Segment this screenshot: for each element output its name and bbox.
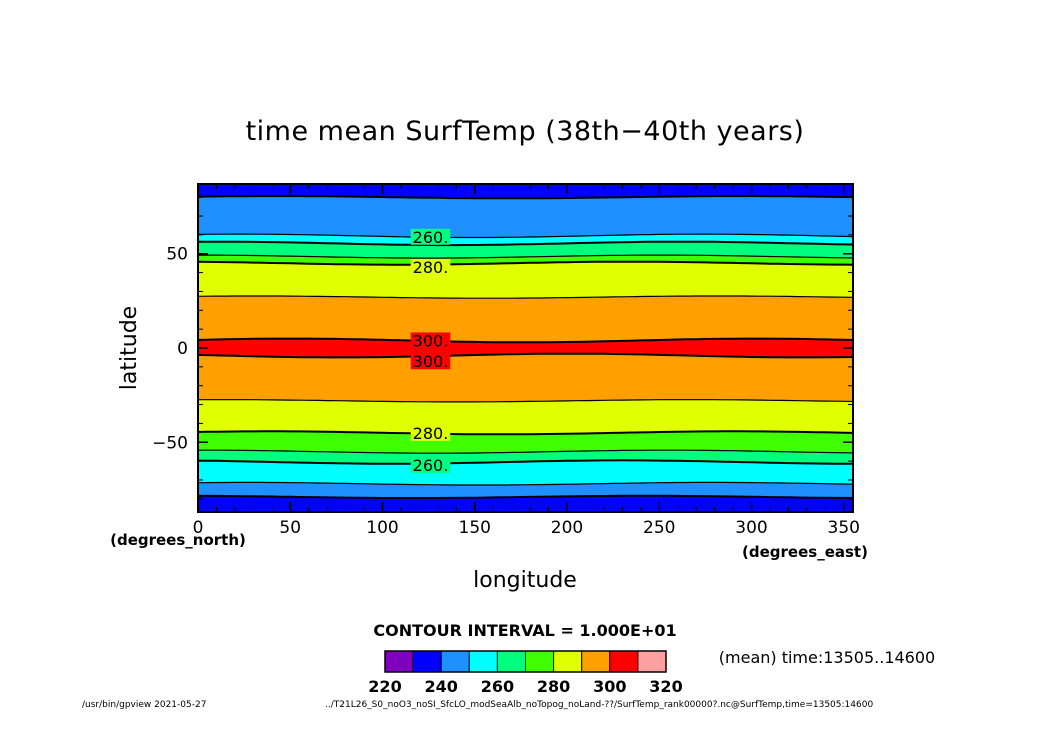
- contour-line-290: [198, 399, 854, 403]
- x-axis-units: (degrees_east): [742, 543, 868, 561]
- colorbar-swatch: [525, 650, 555, 673]
- contour-label-background: [410, 456, 451, 473]
- colorbar-swatch: [637, 650, 667, 673]
- temperature-band: [198, 296, 853, 343]
- contour-label: 260.: [413, 456, 449, 475]
- contour-label-background: [410, 424, 451, 441]
- contour-line-260: [198, 240, 854, 247]
- x-tick-label: 250: [643, 518, 675, 538]
- temperature-band: [198, 482, 853, 498]
- colorbar-swatch: [496, 650, 526, 673]
- contour-lines: [197, 195, 854, 499]
- temperature-band: [198, 234, 853, 246]
- contour-line-290: [197, 295, 854, 299]
- colorbar-swatch: [412, 650, 442, 673]
- colorbar-swatch: [468, 650, 498, 673]
- colorbar-label: 240: [424, 677, 457, 696]
- temperature-band: [198, 196, 853, 238]
- colorbar-label: 320: [649, 677, 682, 696]
- temperature-band: [198, 255, 853, 265]
- mean-time-text: (mean) time:13505..14600: [719, 648, 935, 667]
- contour-line-270: [198, 254, 854, 259]
- x-tick-label: 150: [459, 518, 491, 538]
- chart-title: time mean SurfTemp (38th−40th years): [246, 116, 805, 147]
- colorbar-frame: [384, 650, 667, 673]
- colorbar-label: 280: [537, 677, 570, 696]
- x-tick-label: 50: [279, 518, 301, 538]
- footer-right: ../T21L26_S0_noO3_noSI_SfcLO_modSeaAlb_n…: [325, 700, 873, 710]
- contour-line-300: [197, 337, 854, 344]
- contour-label: 300.: [413, 331, 449, 350]
- temperature-band: [198, 353, 853, 402]
- contour-line-260: [197, 459, 853, 465]
- contour-label-background: [410, 332, 451, 349]
- temperature-band: [198, 338, 853, 358]
- y-axis-units: (degrees_north): [110, 531, 246, 549]
- contour-line-250: [197, 481, 854, 486]
- x-tick-label: 300: [735, 518, 767, 538]
- colorbar-swatch: [553, 650, 583, 673]
- y-tick-label: −50: [152, 433, 188, 453]
- contour-line-280: [197, 260, 854, 266]
- x-tick-label: 200: [551, 518, 583, 538]
- x-tick-label: 0: [193, 518, 204, 538]
- contour-label: 260.: [413, 228, 449, 247]
- y-tick-label: 50: [166, 245, 188, 265]
- colorbar-label: 220: [368, 677, 401, 696]
- contour-line-250: [197, 233, 854, 239]
- colorbar-swatch: [609, 650, 639, 673]
- filled-bands: [198, 184, 853, 512]
- contour-label: 300.: [413, 352, 449, 371]
- colorbar-label: 260: [481, 677, 514, 696]
- colorbar-swatch: [581, 650, 611, 673]
- y-tick-label: 0: [177, 339, 188, 359]
- colorbar: 220 240 260 280 300 320: [368, 650, 683, 696]
- contour-line-240: [197, 195, 854, 200]
- contour-label-background: [410, 353, 451, 370]
- colorbar-swatch: [440, 650, 470, 673]
- contour-interval-text: CONTOUR INTERVAL = 1.000E+01: [373, 621, 676, 640]
- contour-label: 280.: [413, 258, 449, 277]
- x-axis-label: longitude: [473, 568, 577, 593]
- colorbar-label: 300: [593, 677, 626, 696]
- y-axis-label: latitude: [117, 306, 142, 390]
- plot-area: 260. 280. 300. 300. 280. 260. 0 50 100 150 200 250…: [152, 183, 860, 538]
- temperature-band: [198, 241, 853, 259]
- temperature-band: [198, 495, 853, 512]
- contour-line-240: [197, 494, 854, 499]
- contour-label-background: [410, 228, 451, 245]
- contour-line-280: [197, 430, 854, 436]
- contour-label: 280.: [413, 424, 449, 443]
- x-tick-label: 100: [366, 518, 398, 538]
- footer-left: /usr/bin/gpview 2021-05-27: [82, 700, 206, 710]
- x-tick-label: 350: [828, 518, 860, 538]
- temperature-band: [198, 431, 853, 454]
- temperature-band: [198, 184, 853, 199]
- contour-labels: 260. 280. 300. 300. 280. 260.: [410, 228, 451, 475]
- contour-line-270: [198, 449, 854, 454]
- contour-label-background: [410, 258, 451, 275]
- temperature-band: [198, 460, 853, 485]
- temperature-band: [198, 399, 853, 435]
- contour-line-300: [197, 352, 854, 359]
- colorbar-swatch: [384, 650, 414, 673]
- axis-ticks: 0 50 100 150 200 250 300 350 −50 0 50: [152, 184, 860, 538]
- temperature-band: [198, 261, 853, 299]
